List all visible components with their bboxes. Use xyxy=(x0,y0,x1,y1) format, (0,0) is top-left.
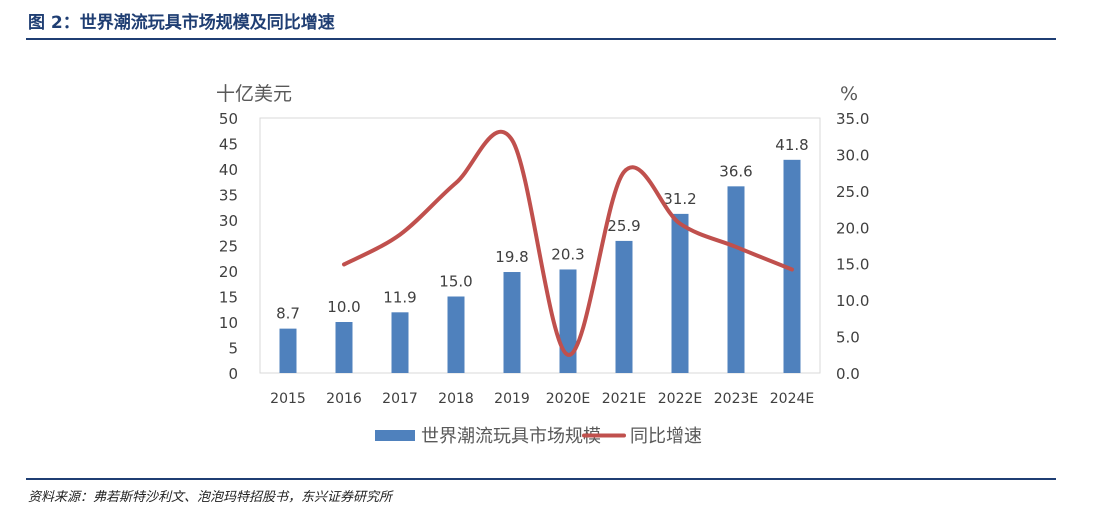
right-tick-label: 0.0 xyxy=(836,365,860,383)
bar-2022E xyxy=(671,213,689,373)
right-tick-label: 35.0 xyxy=(836,110,869,128)
right-tick-label: 10.0 xyxy=(836,292,869,310)
x-axis-ticks: 2015 2016 2017 2018 2019 2020E 2021E 2022E 2023E… xyxy=(270,391,814,407)
left-tick-label: 10 xyxy=(219,314,238,332)
bar-value-label: 15.0 xyxy=(439,273,472,291)
right-tick-label: 5.0 xyxy=(836,329,860,347)
bar-value-label: 11.9 xyxy=(383,288,416,306)
bar-value-label: 10.0 xyxy=(327,298,360,316)
legend-bar-label: 世界潮流玩具市场规模 xyxy=(421,426,601,447)
bar-value-label: 19.8 xyxy=(495,248,528,266)
bar-value-label: 31.2 xyxy=(663,190,696,208)
x-tick-label: 2024E xyxy=(770,391,814,407)
x-tick-label: 2017 xyxy=(382,391,418,407)
left-tick-label: 30 xyxy=(219,212,238,230)
x-tick-label: 2022E xyxy=(658,391,702,407)
source-note: 资料来源：弗若斯特沙利文、泡泡玛特招股书，东兴证券研究所 xyxy=(28,490,393,505)
bar-value-label: 36.6 xyxy=(719,162,752,180)
left-tick-label: 35 xyxy=(219,187,238,205)
bar-2018 xyxy=(447,296,465,373)
figure-title: 图 2：世界潮流玩具市场规模及同比增速 xyxy=(28,13,335,33)
bar-2019 xyxy=(503,272,521,373)
x-tick-label: 2019 xyxy=(494,391,530,407)
right-tick-label: 30.0 xyxy=(836,146,869,164)
x-tick-label: 2015 xyxy=(270,391,306,407)
x-tick-label: 2020E xyxy=(546,391,590,407)
plot-frame xyxy=(259,117,821,374)
left-tick-label: 50 xyxy=(219,110,238,128)
bar-2021E xyxy=(615,240,633,373)
bar-value-label: 8.7 xyxy=(276,305,300,323)
chart: 8.7 10.011.915.019.8 20.325.931.236.641.8 … xyxy=(216,83,869,447)
bar-value-label: 25.9 xyxy=(607,217,640,235)
bar-2020E xyxy=(559,269,577,373)
legend-line-label: 同比增速 xyxy=(630,426,702,447)
left-axis-label: 十亿美元 xyxy=(216,83,292,105)
bar-2023E xyxy=(727,186,745,373)
left-tick-label: 5 xyxy=(228,340,238,358)
bar-value-label: 20.3 xyxy=(551,245,584,263)
left-tick-label: 25 xyxy=(219,238,238,256)
growth-line xyxy=(342,129,794,357)
top-divider xyxy=(26,38,1056,40)
legend: 世界潮流玩具市场规模 同比增速 xyxy=(375,426,702,447)
left-tick-label: 40 xyxy=(219,161,238,179)
right-tick-label: 15.0 xyxy=(836,256,869,274)
right-axis-label: % xyxy=(840,83,858,105)
left-tick-label: 15 xyxy=(219,289,238,307)
x-tick-label: 2023E xyxy=(714,391,758,407)
bar-group xyxy=(279,159,801,373)
right-tick-label: 20.0 xyxy=(836,219,869,237)
x-tick-label: 2016 xyxy=(326,391,362,407)
bar-label-group: 8.7 10.0 11.9 15.0 19.8 20.3 25.9 31.2 36.6 41.8 xyxy=(276,136,809,323)
bar-value-label: 41.8 xyxy=(775,136,808,154)
legend-bar-swatch xyxy=(375,430,415,441)
bar-2017 xyxy=(391,312,409,373)
x-tick-label: 2018 xyxy=(438,391,474,407)
left-tick-label: 0 xyxy=(228,365,238,383)
bar-2016 xyxy=(335,322,353,373)
left-tick-label: 20 xyxy=(219,263,238,281)
left-tick-label: 45 xyxy=(219,136,238,154)
right-axis-ticks: 0.0 5.0 10.0 15.0 20.0 25.0 30.0 35.0 xyxy=(836,110,869,383)
x-tick-label: 2021E xyxy=(602,391,646,407)
right-tick-label: 25.0 xyxy=(836,183,869,201)
bottom-divider xyxy=(26,478,1056,480)
bar-2024E xyxy=(783,159,801,373)
left-axis-ticks: 0 5 10 15 20 25 30 35 40 45 50 xyxy=(219,110,238,383)
bar-2015 xyxy=(279,328,297,373)
